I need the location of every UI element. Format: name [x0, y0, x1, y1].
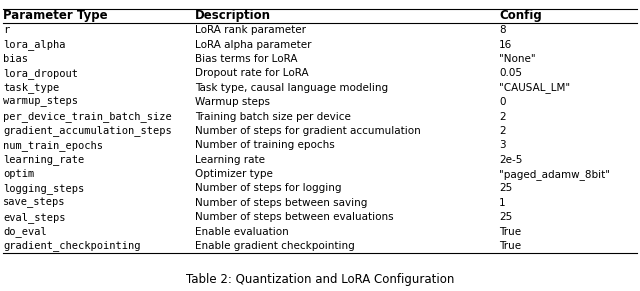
Text: lora_dropout: lora_dropout: [3, 68, 78, 79]
Text: Bias terms for LoRA: Bias terms for LoRA: [195, 54, 298, 64]
Text: logging_steps: logging_steps: [3, 183, 84, 194]
Text: "None": "None": [499, 54, 536, 64]
Text: Config: Config: [499, 9, 542, 22]
Text: LoRA rank parameter: LoRA rank parameter: [195, 25, 306, 35]
Text: Number of steps for gradient accumulation: Number of steps for gradient accumulatio…: [195, 126, 421, 136]
Text: "CAUSAL_LM": "CAUSAL_LM": [499, 82, 570, 93]
Text: per_device_train_batch_size: per_device_train_batch_size: [3, 111, 172, 122]
Text: 0.05: 0.05: [499, 68, 522, 79]
Text: 0: 0: [499, 97, 506, 107]
Text: Number of training epochs: Number of training epochs: [195, 140, 335, 150]
Text: LoRA alpha parameter: LoRA alpha parameter: [195, 40, 312, 50]
Text: num_train_epochs: num_train_epochs: [3, 140, 103, 151]
Text: Table 2: Quantization and LoRA Configuration: Table 2: Quantization and LoRA Configura…: [186, 273, 454, 286]
Text: Enable gradient checkpointing: Enable gradient checkpointing: [195, 241, 355, 251]
Text: 1: 1: [499, 198, 506, 208]
Text: learning_rate: learning_rate: [3, 154, 84, 165]
Text: task_type: task_type: [3, 82, 60, 93]
Text: Number of steps for logging: Number of steps for logging: [195, 183, 342, 194]
Text: 2e-5: 2e-5: [499, 155, 523, 165]
Text: Number of steps between saving: Number of steps between saving: [195, 198, 367, 208]
Text: 2: 2: [499, 126, 506, 136]
Text: r: r: [3, 25, 10, 35]
Text: 2: 2: [499, 111, 506, 122]
Text: Number of steps between evaluations: Number of steps between evaluations: [195, 212, 394, 222]
Text: 16: 16: [499, 40, 513, 50]
Text: warmup_steps: warmup_steps: [3, 97, 78, 107]
Text: 3: 3: [499, 140, 506, 150]
Text: Enable evaluation: Enable evaluation: [195, 227, 289, 237]
Text: True: True: [499, 241, 522, 251]
Text: Warmup steps: Warmup steps: [195, 97, 270, 107]
Text: save_steps: save_steps: [3, 198, 66, 208]
Text: Learning rate: Learning rate: [195, 155, 265, 165]
Text: Task type, causal language modeling: Task type, causal language modeling: [195, 83, 388, 93]
Text: Optimizer type: Optimizer type: [195, 169, 273, 179]
Text: 8: 8: [499, 25, 506, 35]
Text: True: True: [499, 227, 522, 237]
Text: lora_alpha: lora_alpha: [3, 39, 66, 50]
Text: Parameter Type: Parameter Type: [3, 9, 108, 22]
Text: gradient_checkpointing: gradient_checkpointing: [3, 241, 141, 251]
Text: do_eval: do_eval: [3, 226, 47, 237]
Text: "paged_adamw_8bit": "paged_adamw_8bit": [499, 168, 610, 180]
Text: Description: Description: [195, 9, 271, 22]
Text: gradient_accumulation_steps: gradient_accumulation_steps: [3, 125, 172, 136]
Text: 25: 25: [499, 183, 513, 194]
Text: optim: optim: [3, 169, 35, 179]
Text: Dropout rate for LoRA: Dropout rate for LoRA: [195, 68, 309, 79]
Text: bias: bias: [3, 54, 28, 64]
Text: eval_steps: eval_steps: [3, 212, 66, 223]
Text: 25: 25: [499, 212, 513, 222]
Text: Training batch size per device: Training batch size per device: [195, 111, 351, 122]
